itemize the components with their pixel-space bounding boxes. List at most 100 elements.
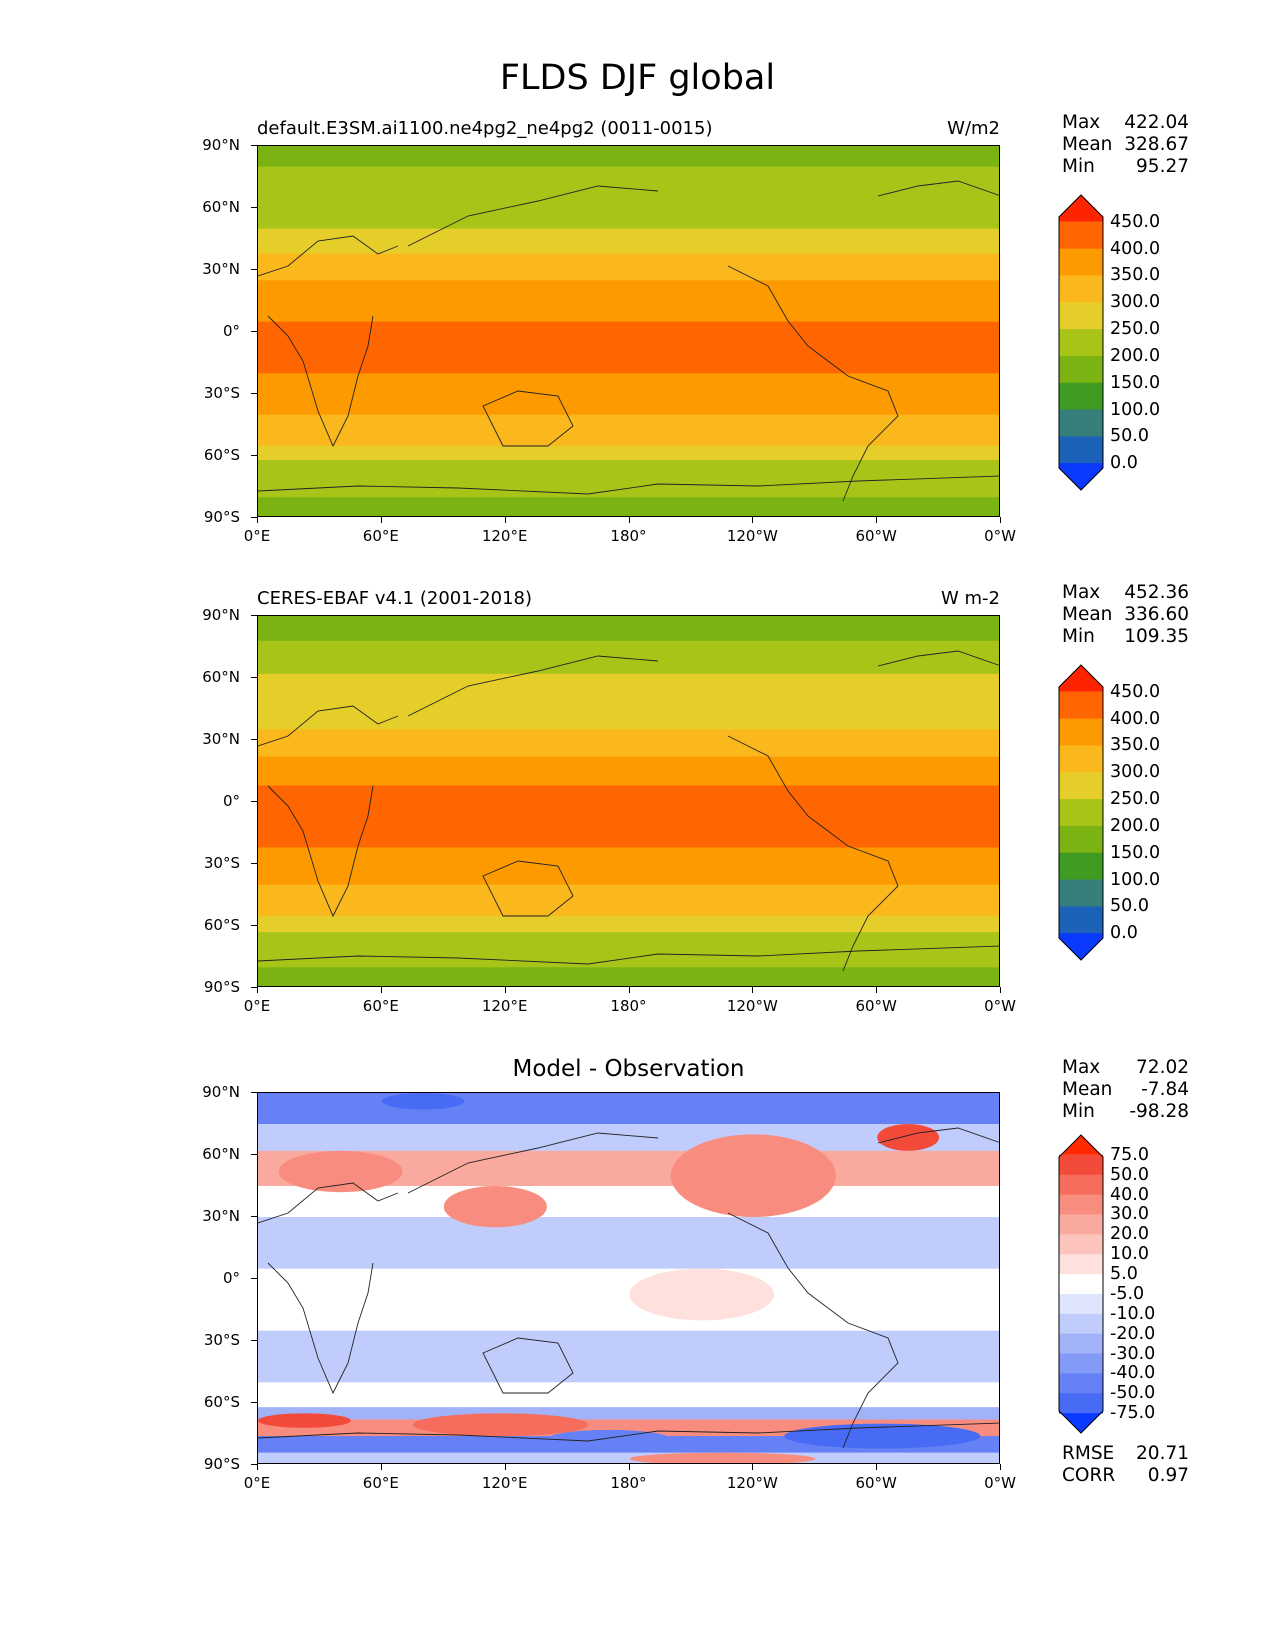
latitude-tick [251, 269, 257, 270]
longitude-tick [504, 1464, 506, 1470]
coastline [258, 1422, 999, 1442]
colorbar-tick-label: 350.0 [1110, 735, 1161, 756]
latitude-tick [251, 331, 257, 332]
coastline [827, 1307, 899, 1449]
field-band [258, 166, 999, 199]
colorbar-segment [1059, 1373, 1103, 1394]
field-band [258, 476, 999, 498]
field-band [258, 702, 999, 731]
colorbar-segment [1059, 825, 1103, 854]
colorbar [1058, 664, 1104, 961]
coastline [258, 475, 999, 495]
coastline [877, 1127, 999, 1144]
field-band [258, 228, 999, 254]
colorbar-segment [1059, 691, 1103, 720]
coastline [258, 1182, 399, 1224]
latitude-tick [251, 1402, 257, 1403]
field-band [258, 616, 999, 642]
latitude-tick [251, 517, 257, 518]
longitude-tick [876, 987, 878, 993]
latitude-tick-label: 90°S [203, 508, 240, 526]
colorbar-segment [1059, 1393, 1103, 1414]
latitude-tick [251, 145, 257, 146]
colorbar-segment [1059, 1293, 1103, 1315]
colorbar-segment [1059, 355, 1103, 384]
field-band [258, 253, 999, 281]
latitude-tick [251, 1464, 257, 1465]
colorbar-tick-label: 0.0 [1110, 453, 1138, 474]
colorbar-tick-label: 0.0 [1110, 923, 1138, 944]
colorbar-tick-label: 50.0 [1110, 1164, 1149, 1185]
field-band [258, 729, 999, 758]
longitude-tick [504, 987, 506, 993]
colorbar-segment [1059, 1274, 1103, 1295]
colorbar-tick-label: 40.0 [1110, 1184, 1149, 1205]
colorbar-segment [1059, 436, 1103, 464]
stats-box: Max 72.02 Mean -7.84 Min -98.28 [1062, 1057, 1189, 1123]
field-anomaly [412, 1413, 589, 1437]
field-anomaly [670, 1134, 836, 1217]
colorbar-segment [1059, 718, 1103, 746]
coastline [482, 1337, 574, 1394]
stat-value: 328.67 [1124, 134, 1189, 155]
colorbar [1058, 194, 1104, 491]
latitude-tick-label: 60°S [203, 446, 240, 464]
colorbar-segment [1059, 933, 1103, 960]
longitude-tick [628, 987, 630, 993]
longitude-tick [876, 517, 878, 523]
colorbar-tick-label: 400.0 [1110, 238, 1161, 259]
stat-value: -98.28 [1129, 1101, 1189, 1122]
longitude-tick [752, 987, 754, 993]
colorbar-tick-label: 350.0 [1110, 265, 1161, 286]
colorbar-segment [1059, 665, 1103, 692]
colorbar-tick-label: -5.0 [1110, 1283, 1145, 1304]
field-band [258, 460, 999, 478]
colorbar-segment [1059, 463, 1103, 490]
longitude-tick-label: 120°E [481, 527, 528, 545]
colorbar-tick-label: 100.0 [1110, 869, 1161, 890]
latitude-tick [251, 1092, 257, 1093]
skill-stats-box: RMSE 20.71 CORR 0.97 [1062, 1443, 1189, 1487]
longitude-tick-label: 120°W [726, 527, 778, 545]
colorbar-tick-label: 50.0 [1110, 896, 1149, 917]
longitude-tick [1000, 517, 1001, 523]
colorbar-segment [1059, 302, 1103, 330]
longitude-tick [628, 1464, 630, 1470]
stat-value: 20.71 [1136, 1443, 1189, 1464]
latitude-tick-label: 90°S [203, 978, 240, 996]
field-band [258, 884, 999, 917]
stat-label: Max [1062, 112, 1101, 133]
longitude-tick-label: 0°W [984, 1474, 1016, 1492]
coastline [482, 390, 574, 447]
longitude-tick-label: 120°W [726, 997, 778, 1015]
panel-title: CERES-EBAF v4.1 (2001-2018) [257, 588, 533, 609]
colorbar-segment [1059, 1411, 1103, 1433]
longitude-tick [752, 1464, 754, 1470]
latitude-tick [251, 1216, 257, 1217]
stat-value: 422.04 [1124, 112, 1189, 133]
colorbar-tick-label: -20.0 [1110, 1323, 1156, 1344]
colorbar-tick-label: 450.0 [1110, 681, 1161, 702]
map-plot [257, 1092, 1000, 1464]
colorbar-segment [1059, 275, 1103, 303]
colorbar-tick-label: -75.0 [1110, 1403, 1156, 1424]
field-band [258, 1124, 999, 1152]
field-anomaly [629, 1452, 816, 1463]
coastline [877, 650, 999, 667]
stat-value: -7.84 [1141, 1079, 1189, 1100]
longitude-tick [257, 1464, 258, 1470]
latitude-tick-label: 30°S [203, 854, 240, 872]
field-anomaly [877, 1124, 940, 1151]
colorbar-segment [1059, 1254, 1103, 1275]
colorbar-tick-label: 400.0 [1110, 708, 1161, 729]
field-band [258, 280, 999, 323]
stat-label: Mean [1062, 604, 1113, 625]
stat-label: CORR [1062, 1465, 1116, 1486]
colorbar-segment [1059, 1154, 1103, 1176]
longitude-tick [876, 1464, 878, 1470]
field-band [258, 1382, 999, 1408]
latitude-tick-label: 60°N [202, 668, 240, 686]
colorbar-segment [1059, 221, 1103, 250]
field-band [258, 915, 999, 933]
latitude-tick-label: 60°S [203, 1393, 240, 1411]
